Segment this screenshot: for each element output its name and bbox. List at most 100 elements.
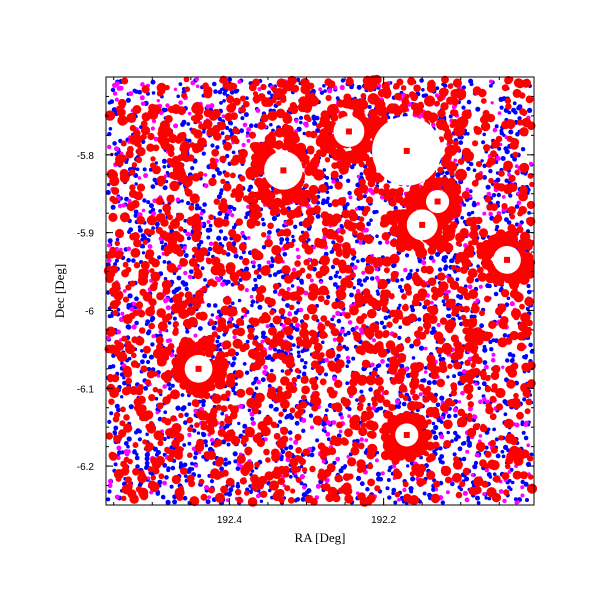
data-point [440, 403, 449, 413]
data-point [488, 168, 493, 174]
data-point [215, 145, 220, 150]
data-point [125, 150, 134, 159]
data-point [522, 355, 527, 359]
data-point [491, 139, 500, 149]
data-point [276, 337, 285, 347]
data-point [381, 256, 393, 267]
data-point [489, 439, 497, 447]
data-point [291, 343, 296, 347]
data-point [121, 203, 127, 208]
data-point [211, 393, 222, 404]
data-point [296, 286, 305, 296]
data-point [497, 183, 506, 192]
data-point [296, 254, 301, 260]
data-point [357, 442, 365, 450]
data-point [336, 421, 343, 429]
data-point [267, 90, 272, 95]
data-point [279, 207, 289, 216]
data-point [529, 181, 535, 187]
data-point [257, 421, 268, 431]
data-point [355, 345, 365, 355]
data-point [126, 246, 132, 252]
data-point [267, 230, 272, 235]
data-point [271, 468, 282, 480]
data-point [463, 383, 474, 394]
data-point [137, 309, 146, 318]
data-point [201, 402, 206, 408]
data-point [462, 203, 467, 207]
data-point [493, 291, 499, 297]
data-point [164, 84, 170, 91]
data-point [499, 128, 504, 133]
data-point [495, 177, 501, 183]
data-point [312, 120, 318, 126]
data-point [131, 324, 137, 330]
data-point [478, 434, 483, 438]
data-point [273, 466, 280, 473]
data-point [240, 116, 245, 121]
data-point [296, 295, 303, 302]
data-point [516, 79, 523, 87]
data-point [497, 388, 506, 397]
data-point [302, 485, 307, 490]
data-point [364, 413, 372, 421]
data-point [296, 77, 301, 82]
data-point [498, 489, 504, 494]
data-point [302, 371, 307, 376]
data-point [500, 449, 505, 454]
data-point [220, 405, 228, 413]
data-point [151, 104, 162, 115]
data-point [324, 408, 329, 413]
data-point [478, 228, 489, 238]
data-point [479, 323, 484, 329]
data-point [140, 237, 144, 242]
data-point [479, 459, 487, 467]
data-point [122, 365, 132, 376]
data-point [185, 329, 190, 334]
data-point [524, 408, 531, 415]
data-point [319, 280, 323, 285]
data-point [452, 407, 458, 413]
data-point [507, 368, 518, 378]
data-point [180, 393, 185, 397]
data-point [171, 155, 181, 165]
data-point [166, 381, 172, 387]
data-point [221, 218, 230, 227]
data-point [119, 103, 125, 109]
data-point [126, 112, 137, 123]
data-point [356, 475, 362, 481]
data-point [209, 437, 215, 443]
data-point [507, 206, 516, 215]
data-point [374, 458, 379, 463]
data-point [250, 416, 255, 421]
data-point [317, 323, 326, 332]
data-point [269, 209, 277, 217]
data-point [112, 91, 118, 96]
data-point [285, 354, 295, 364]
data-point [253, 277, 258, 282]
data-point [222, 91, 227, 96]
data-point [475, 441, 486, 452]
data-point [422, 321, 432, 330]
data-point [354, 207, 359, 211]
data-point [163, 377, 170, 384]
data-point [446, 375, 450, 379]
data-point [194, 77, 199, 82]
data-point [437, 267, 443, 272]
data-point [235, 466, 241, 471]
data-point [205, 499, 211, 505]
data-point [358, 395, 366, 403]
data-point [114, 494, 120, 500]
data-point [513, 447, 521, 454]
data-point [173, 123, 179, 129]
data-point [209, 161, 218, 170]
data-point [495, 155, 501, 161]
data-point [501, 84, 509, 92]
data-point [470, 210, 475, 215]
data-point [400, 278, 404, 282]
data-point [272, 283, 280, 290]
data-point [470, 304, 480, 314]
data-point [232, 97, 241, 106]
data-point [433, 480, 441, 488]
